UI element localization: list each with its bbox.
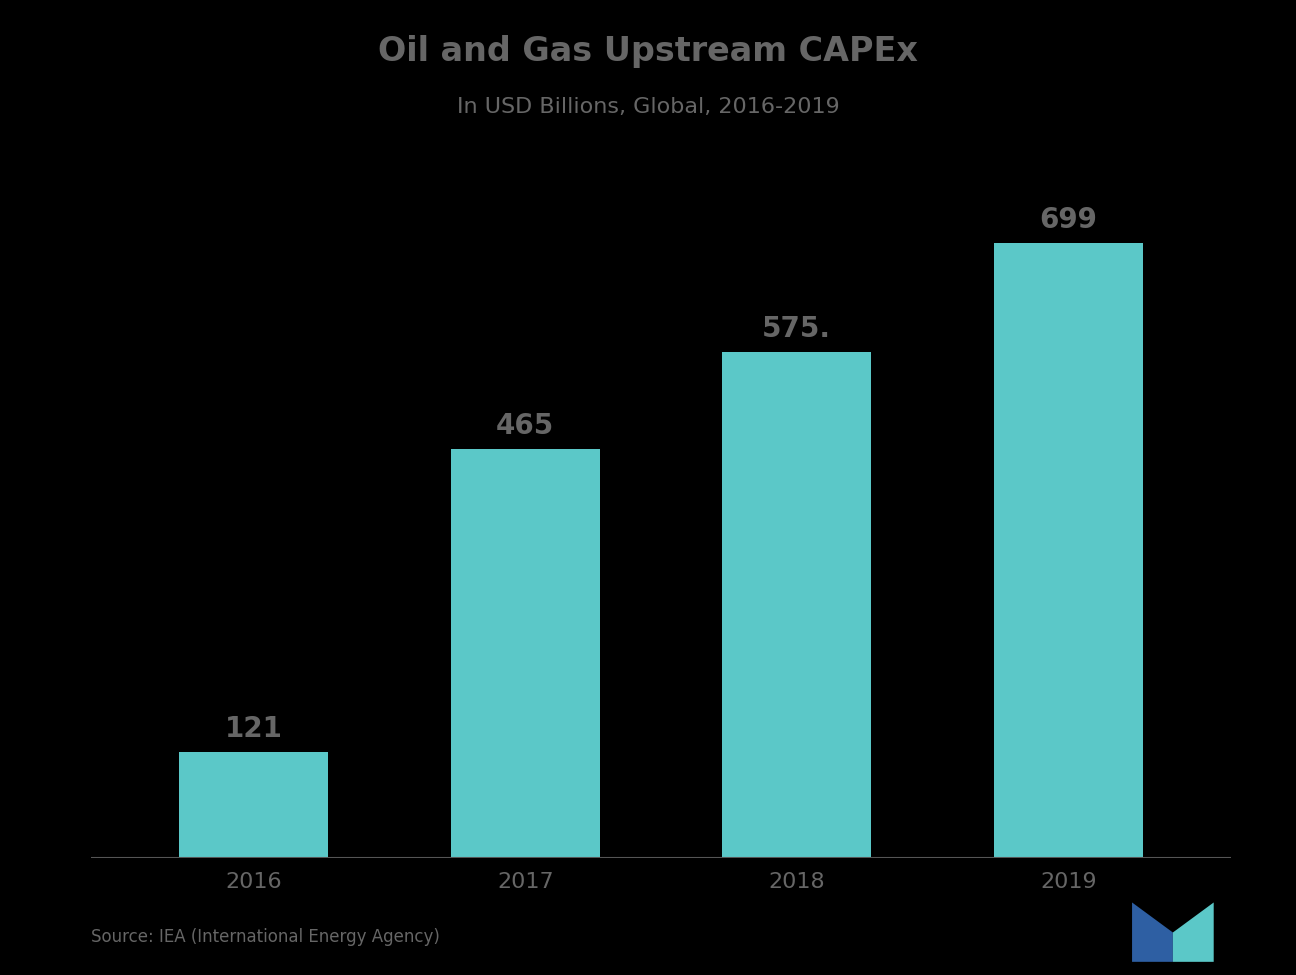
Text: Oil and Gas Upstream CAPEx: Oil and Gas Upstream CAPEx <box>378 35 918 68</box>
Text: 699: 699 <box>1039 206 1098 234</box>
Text: 575.: 575. <box>762 315 831 343</box>
Bar <box>451 448 600 858</box>
Text: Source: IEA (International Energy Agency): Source: IEA (International Energy Agency… <box>91 928 439 946</box>
Text: 121: 121 <box>224 715 283 743</box>
Bar <box>722 352 871 858</box>
Text: In USD Billions, Global, 2016-2019: In USD Billions, Global, 2016-2019 <box>456 97 840 117</box>
Polygon shape <box>1173 903 1213 961</box>
Bar <box>179 752 328 858</box>
Polygon shape <box>1133 903 1173 961</box>
Text: 465: 465 <box>496 412 555 440</box>
Bar <box>994 243 1143 858</box>
